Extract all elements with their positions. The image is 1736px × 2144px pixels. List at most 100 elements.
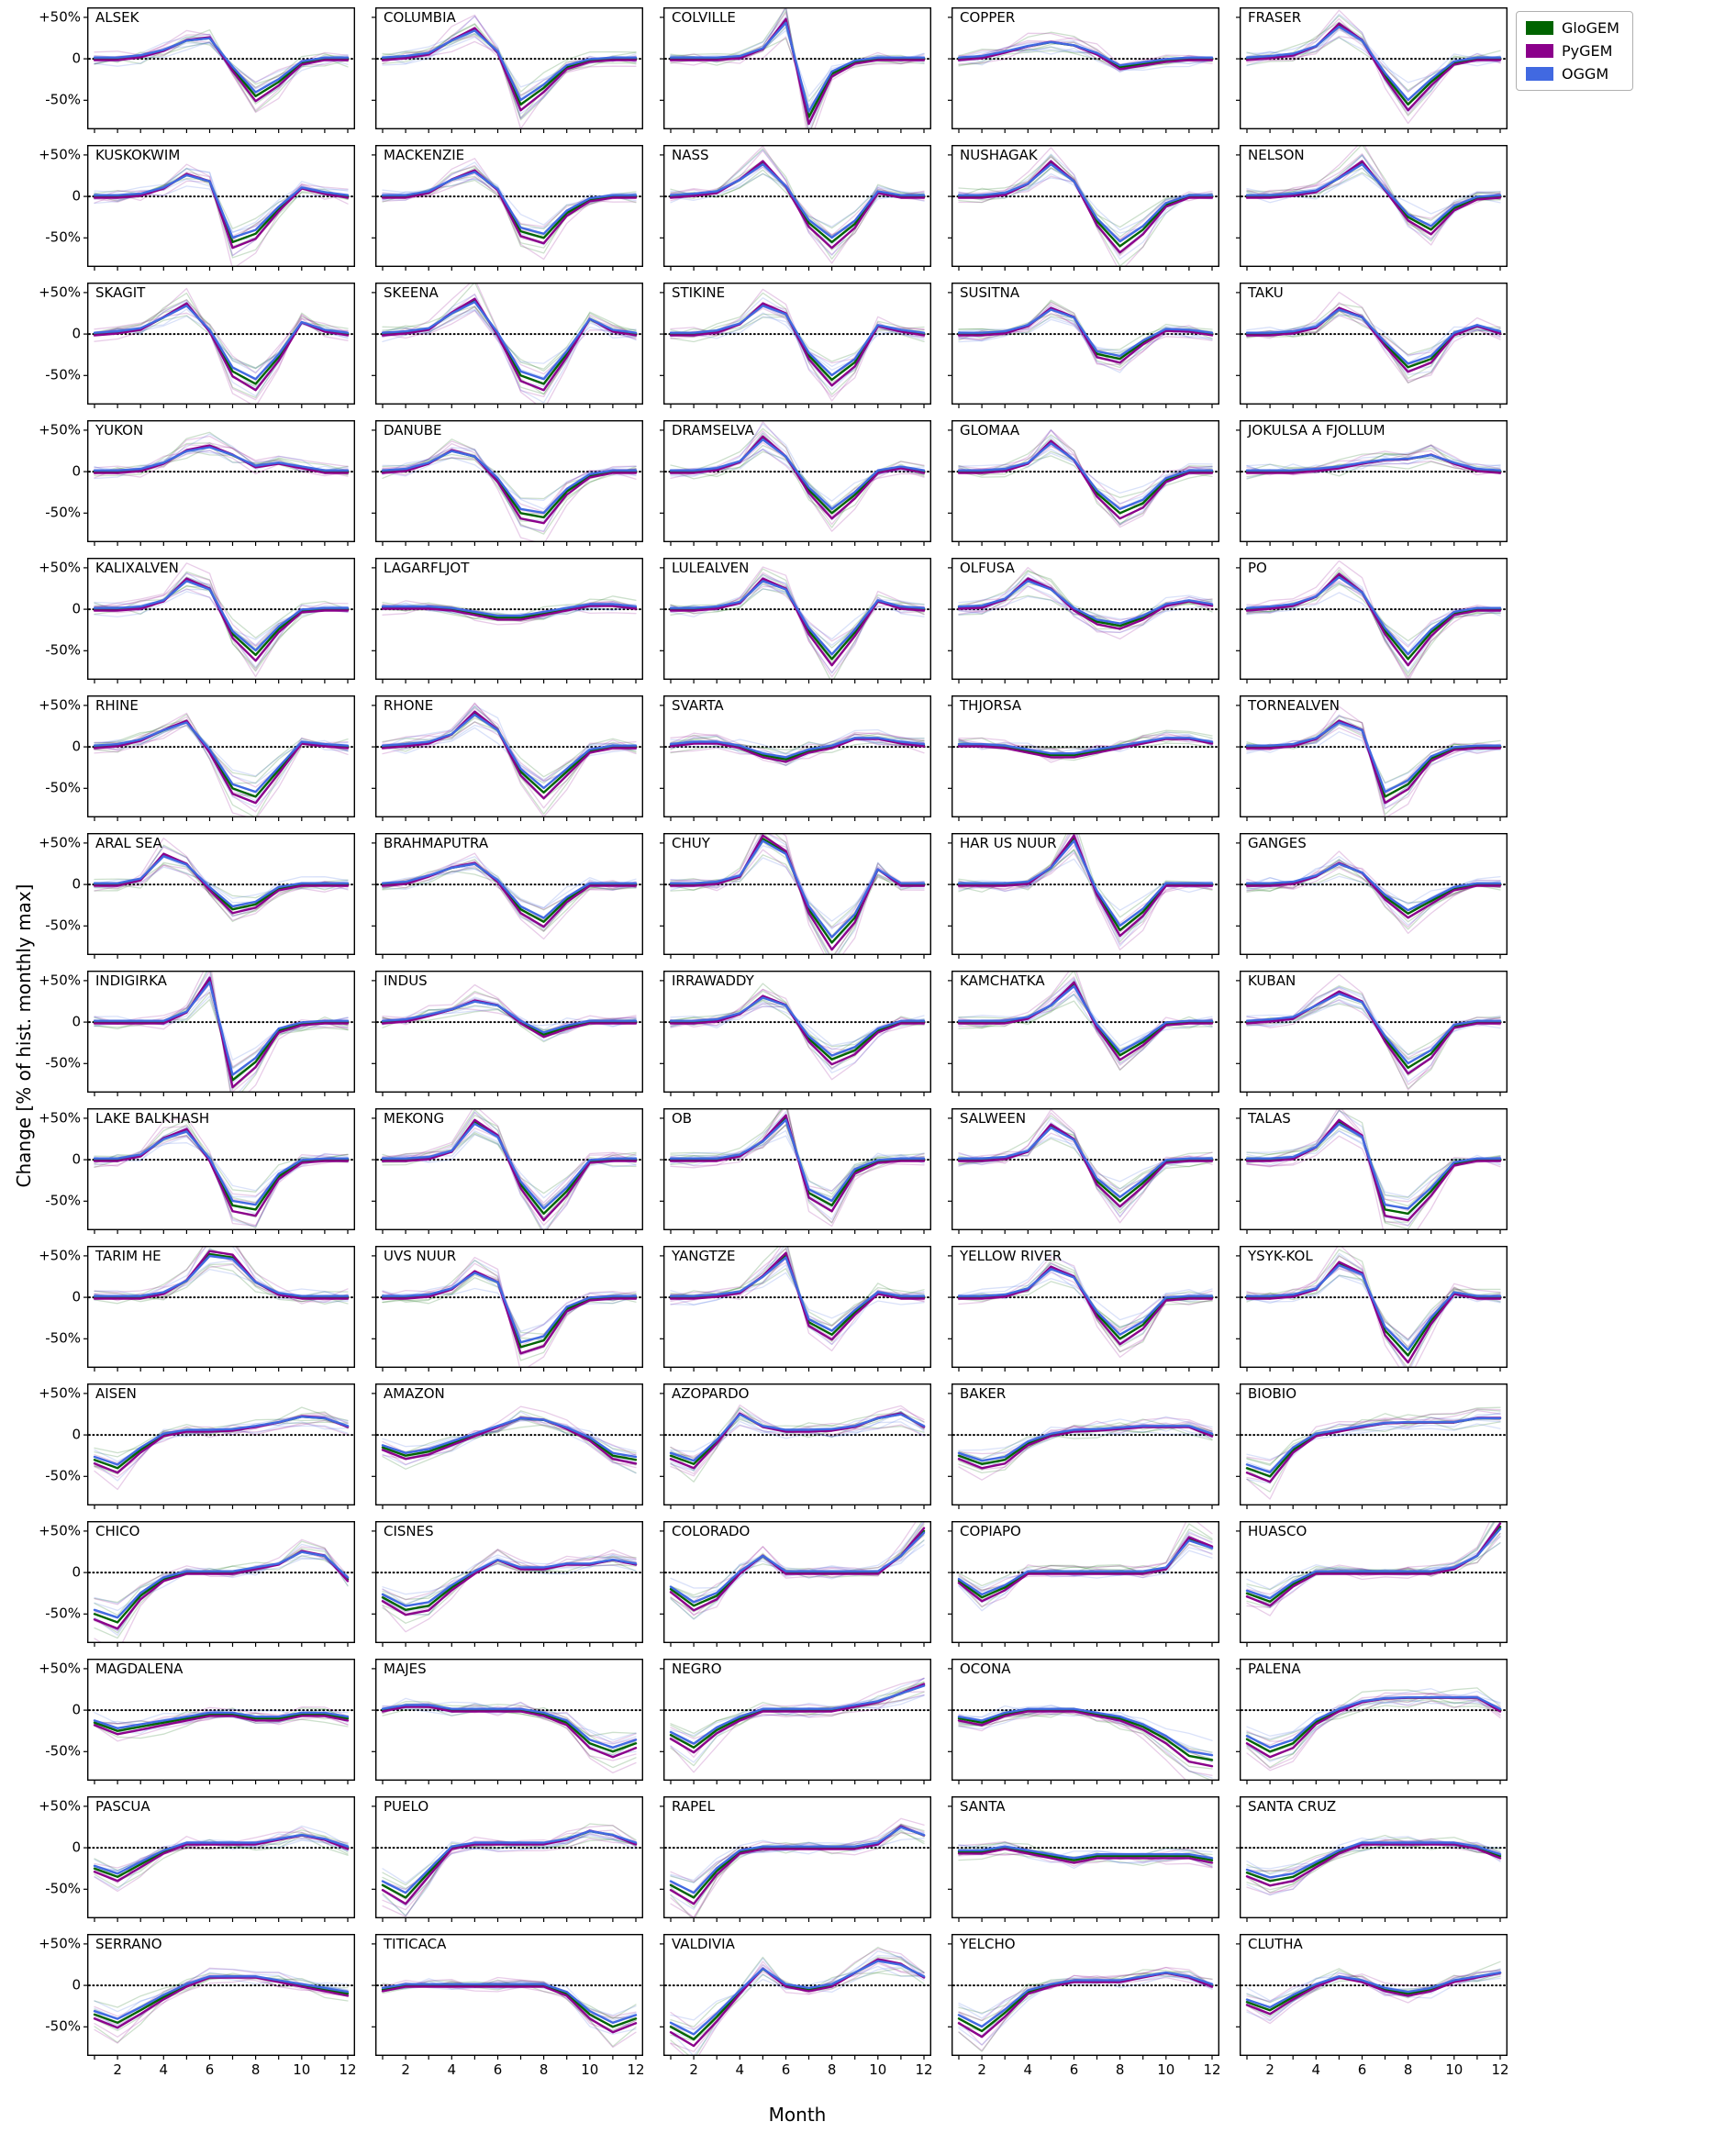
panel-title: BRAHMAPUTRA — [384, 835, 489, 851]
y-tick-label: +50% — [39, 146, 81, 163]
y-tick-label: -50% — [45, 1742, 81, 1760]
panel-title: YSYK-KOL — [1248, 1248, 1313, 1264]
panel-yellow-river: YELLOW RIVER — [948, 1245, 1220, 1372]
panel-title: THJORSA — [960, 697, 1022, 714]
panel-title: SVARTA — [672, 697, 724, 714]
panel-santa: SANTA — [948, 1795, 1220, 1922]
panel-palena: PALENA — [1236, 1658, 1508, 1784]
legend: GloGEM PyGEM OGGM — [1516, 11, 1633, 91]
panel-title: OB — [672, 1110, 693, 1127]
y-tick-label: 0 — [72, 1976, 81, 1994]
panel-indus: INDUS — [372, 970, 644, 1096]
panel-cisnes: CISNES — [372, 1520, 644, 1647]
y-axis-label: Change [% of hist. monthly max] — [13, 883, 35, 1188]
legend-item-oggm: OGGM — [1526, 65, 1619, 83]
panel-kalixalven: KALIXALVEN +50% 0 -50% — [39, 557, 356, 683]
panel-title: KALIXALVEN — [95, 560, 179, 576]
panel-stikine: STIKINE — [660, 282, 932, 408]
panel-azopardo: AZOPARDO — [660, 1383, 932, 1509]
x-tick-label: 4 — [735, 2061, 745, 2078]
panel-santa-cruz: SANTA CRUZ — [1236, 1795, 1508, 1922]
panel-irrawaddy: IRRAWADDY — [660, 970, 932, 1096]
x-tick-label: 4 — [1023, 2061, 1033, 2078]
x-tick-label: 12 — [1203, 2061, 1221, 2078]
panel-title: COLVILLE — [672, 9, 736, 26]
panel-clutha: CLUTHA 2 4 6 8 10 12 — [1236, 1933, 1509, 2078]
y-tick-label: +50% — [39, 972, 81, 989]
panel-susitna: SUSITNA — [948, 282, 1220, 408]
panel-yukon: YUKON +50% 0 -50% — [39, 419, 356, 546]
panel-title: NEGRO — [672, 1661, 722, 1677]
panel-title: SALWEEN — [960, 1110, 1027, 1127]
panel-ocona: OCONA — [948, 1658, 1220, 1784]
panel-title: SUSITNA — [960, 284, 1020, 301]
x-tick-label: 2 — [977, 2061, 986, 2078]
panel-title: LAGARFLJOT — [384, 560, 470, 576]
panel-title: SERRANO — [95, 1936, 162, 1952]
panel-rhine: RHINE +50% 0 -50% — [39, 694, 356, 821]
x-tick-label: 12 — [915, 2061, 933, 2078]
x-tick-label: 4 — [159, 2061, 169, 2078]
panel-salween: SALWEEN — [948, 1107, 1220, 1234]
panel-mekong: MEKONG — [372, 1107, 644, 1234]
y-tick-label: 0 — [72, 875, 81, 893]
panel-skeena: SKEENA — [372, 282, 644, 408]
panel-olfusa: OLFUSA — [948, 557, 1220, 683]
panel-title: CLUTHA — [1248, 1936, 1303, 1952]
y-tick-label: -50% — [45, 2017, 81, 2035]
panel-lagarfljot: LAGARFLJOT — [372, 557, 644, 683]
y-tick-label: +50% — [39, 1660, 81, 1677]
panel-copper: COPPER — [948, 6, 1220, 133]
panel-title: MAJES — [384, 1661, 427, 1677]
y-tick-label: 0 — [72, 1701, 81, 1718]
panel-titicaca: TITICACA 2 4 6 8 10 12 — [372, 1933, 645, 2078]
panel-title: COPIAPO — [960, 1523, 1021, 1539]
panel-title: STIKINE — [672, 284, 726, 301]
y-tick-label: +50% — [39, 834, 81, 851]
panel-title: FRASER — [1248, 9, 1302, 26]
panel-title: JOKULSA A FJOLLUM — [1248, 422, 1385, 439]
y-tick-label: -50% — [45, 916, 81, 934]
panel-title: LULEALVEN — [672, 560, 750, 576]
panel-brahmaputra: BRAHMAPUTRA — [372, 832, 644, 959]
panel-majes: MAJES — [372, 1658, 644, 1784]
panel-title: RHONE — [384, 697, 434, 714]
panel-title: PO — [1248, 560, 1267, 576]
y-tick-label: 0 — [72, 187, 81, 205]
y-tick-label: +50% — [39, 8, 81, 26]
panel-negro: NEGRO — [660, 1658, 932, 1784]
panel-biobio: BIOBIO — [1236, 1383, 1508, 1509]
x-tick-label: 4 — [1311, 2061, 1321, 2078]
panel-title: YUKON — [95, 422, 144, 439]
panel-title: INDUS — [384, 972, 428, 989]
y-tick-label: 0 — [72, 1288, 81, 1305]
y-tick-label: -50% — [45, 1329, 81, 1347]
x-tick-label: 2 — [401, 2061, 410, 2078]
y-tick-label: -50% — [45, 1605, 81, 1622]
y-tick-label: +50% — [39, 1522, 81, 1539]
panel-title: OLFUSA — [960, 560, 1015, 576]
panel-rapel: RAPEL — [660, 1795, 932, 1922]
panel-title: RHINE — [95, 697, 139, 714]
panel-po: PO — [1236, 557, 1508, 683]
y-tick-label: -50% — [45, 1467, 81, 1484]
y-tick-label: 0 — [72, 1426, 81, 1443]
panel-uvs-nuur: UVS NUUR — [372, 1245, 644, 1372]
panel-title: CHUY — [672, 835, 710, 851]
panel-title: TAKU — [1248, 284, 1284, 301]
panel-title: TITICACA — [384, 1936, 447, 1952]
panel-title: YELCHO — [960, 1936, 1016, 1952]
panel-title: NUSHAGAK — [960, 147, 1038, 163]
x-tick-label: 6 — [1357, 2061, 1367, 2078]
x-tick-label: 4 — [447, 2061, 457, 2078]
panel-title: TALAS — [1248, 1110, 1291, 1127]
x-tick-label: 8 — [827, 2061, 837, 2078]
x-tick-label: 6 — [205, 2061, 215, 2078]
y-tick-label: 0 — [72, 1839, 81, 1856]
y-tick-label: 0 — [72, 50, 81, 67]
panel-ganges: GANGES — [1236, 832, 1508, 959]
panel-nushagak: NUSHAGAK — [948, 144, 1220, 271]
y-tick-label: +50% — [39, 283, 81, 301]
panel-yelcho: YELCHO 2 4 6 8 10 12 — [948, 1933, 1221, 2078]
panel-thjorsa: THJORSA — [948, 694, 1220, 821]
